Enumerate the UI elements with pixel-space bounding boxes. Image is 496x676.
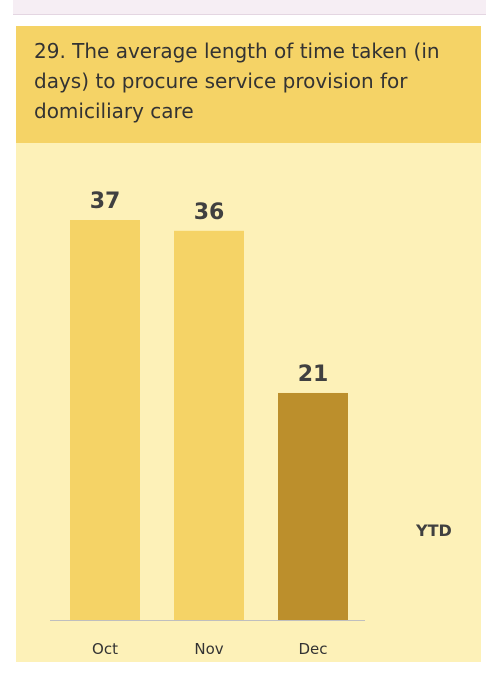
tick-label-nov: Nov — [194, 640, 223, 658]
data-label-oct: 37 — [90, 189, 121, 214]
data-label-nov: 36 — [194, 200, 225, 225]
tick-label-oct: Oct — [92, 640, 118, 658]
card-title: 29. The average length of time taken (in… — [34, 39, 440, 123]
bar-dec — [278, 392, 348, 620]
top-strip — [13, 0, 486, 15]
card-header: 29. The average length of time taken (in… — [16, 26, 481, 143]
tick-label-dec: Dec — [298, 640, 327, 658]
ytd-label: YTD — [416, 521, 452, 540]
bar-oct — [70, 220, 140, 620]
data-label-dec: 21 — [298, 362, 329, 387]
bar-nov — [174, 230, 244, 621]
